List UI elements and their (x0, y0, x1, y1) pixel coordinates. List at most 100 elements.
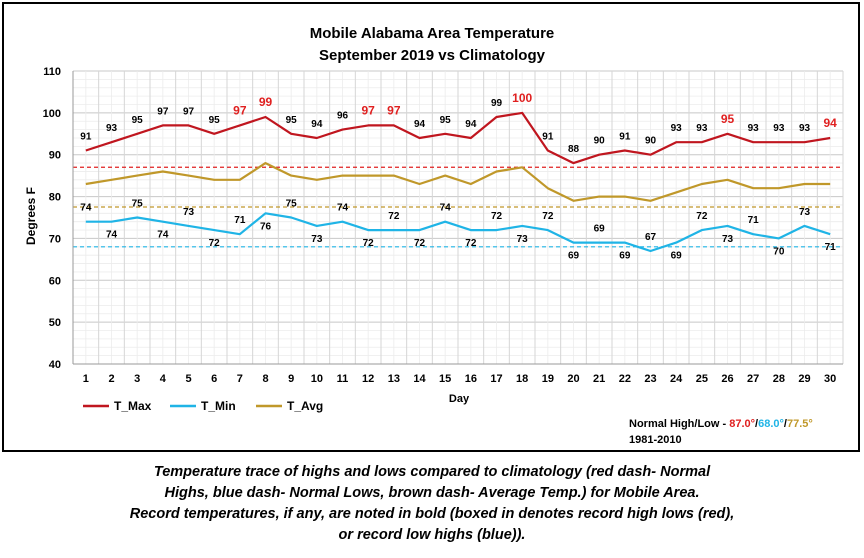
x-tick-label: 7 (237, 373, 243, 385)
x-tick-label: 29 (798, 373, 810, 385)
x-tick-label: 15 (439, 373, 451, 385)
tmin-data-label: 74 (106, 230, 118, 241)
tmin-data-label: 73 (799, 207, 811, 218)
x-tick-label: 2 (108, 373, 114, 385)
tmin-data-label: 71 (234, 215, 246, 226)
x-tick-label: 16 (465, 373, 477, 385)
legend-label-t-avg: T_Avg (287, 399, 323, 413)
tmax-data-label: 90 (645, 136, 657, 147)
tmin-data-label: 69 (568, 251, 580, 262)
tmax-data-label: 97 (183, 106, 195, 117)
tmin-data-label: 71 (748, 215, 760, 226)
tmin-data-label: 75 (286, 199, 298, 210)
tmin-data-label: 72 (388, 211, 400, 222)
tmin-data-label: 75 (132, 199, 144, 210)
tmin-data-label: 74 (337, 203, 349, 214)
x-tick-label: 30 (824, 373, 836, 385)
x-tick-label: 24 (670, 373, 683, 385)
tmax-data-label: 95 (132, 115, 144, 126)
tmin-data-label: 69 (594, 224, 606, 235)
tmin-data-label: 72 (414, 238, 426, 249)
y-axis-title: Degrees F (24, 187, 38, 245)
tmax-data-label: 99 (491, 98, 503, 109)
tmax-data-label: 93 (799, 123, 811, 134)
tmin-data-label: 74 (440, 203, 452, 214)
tmax-data-label: 91 (619, 132, 631, 143)
tmax-record-label: 100 (512, 91, 532, 105)
x-tick-label: 14 (413, 373, 426, 385)
tmax-data-label: 97 (157, 106, 169, 117)
normals-text: Normal High/Low - 87.0°/68.0°/77.5° (629, 418, 813, 430)
figure-caption: Temperature trace of highs and lows comp… (0, 462, 864, 546)
tmax-data-label: 95 (440, 115, 452, 126)
tmin-data-label: 72 (363, 238, 375, 249)
tmin-data-label: 69 (671, 251, 683, 262)
normals-prefix: Normal High/Low - (629, 418, 729, 430)
tmin-data-label: 76 (260, 221, 272, 232)
x-tick-label: 1 (83, 373, 89, 385)
tmax-data-label: 93 (671, 123, 683, 134)
y-tick-label: 110 (43, 66, 61, 78)
x-tick-label: 23 (644, 373, 656, 385)
y-tick-label: 40 (49, 359, 61, 371)
normal-low-value: 68.0° (758, 418, 784, 430)
x-tick-label: 10 (311, 373, 323, 385)
x-tick-label: 20 (567, 373, 579, 385)
normal-avg-value: 77.5° (787, 418, 813, 430)
tmax-record-label: 97 (387, 103, 401, 117)
x-tick-label: 21 (593, 373, 605, 385)
x-tick-label: 13 (388, 373, 400, 385)
tmax-data-label: 93 (696, 123, 708, 134)
tmin-data-label: 72 (209, 238, 221, 249)
tmin-data-label: 73 (722, 234, 734, 245)
tmin-data-label: 72 (696, 211, 708, 222)
series-line-t-avg (85, 162, 831, 202)
caption-line-3: Record temperatures, if any, are noted i… (129, 506, 735, 522)
tmax-data-label: 94 (465, 119, 477, 130)
tmin-data-label: 73 (311, 234, 323, 245)
series-line-t-min (85, 212, 831, 253)
normals-period: 1981-2010 (629, 434, 682, 446)
tmin-data-label: 69 (619, 251, 631, 262)
x-tick-label: 25 (696, 373, 708, 385)
x-tick-label: 6 (211, 373, 217, 385)
legend-label-t-min: T_Min (201, 399, 236, 413)
tmax-data-label: 93 (773, 123, 785, 134)
tmax-data-label: 88 (568, 144, 580, 155)
tmax-data-label: 91 (542, 132, 554, 143)
legend: T_Max T_Min T_Avg (83, 399, 323, 413)
tmax-record-label: 94 (823, 116, 837, 130)
x-tick-label: 18 (516, 373, 528, 385)
y-tick-label: 60 (49, 275, 61, 287)
x-tick-label: 12 (362, 373, 374, 385)
caption-line-1: Temperature trace of highs and lows comp… (153, 464, 711, 480)
tmin-data-label: 73 (517, 234, 529, 245)
tmin-data-label: 72 (465, 238, 477, 249)
tmax-data-label: 96 (337, 111, 349, 122)
tmin-data-label: 71 (825, 242, 837, 253)
normal-lines (73, 166, 843, 248)
tmin-data-label: 70 (773, 246, 785, 257)
x-tick-label: 19 (542, 373, 554, 385)
series-lines (85, 111, 831, 253)
y-tick-label: 70 (49, 233, 61, 245)
tmax-data-label: 93 (748, 123, 760, 134)
y-tick-label: 90 (49, 150, 61, 162)
caption-line-4: or record low highs (blue)). (338, 527, 526, 543)
tmax-record-label: 97 (233, 103, 247, 117)
caption-line-2: Highs, blue dash- Normal Lows, brown das… (164, 485, 700, 501)
tmax-data-label: 95 (209, 115, 221, 126)
y-tick-label: 100 (43, 108, 61, 120)
x-tick-label: 27 (747, 373, 759, 385)
tmax-data-label: 94 (311, 119, 323, 130)
x-tick-label: 26 (721, 373, 733, 385)
x-tick-label: 17 (490, 373, 502, 385)
normal-high-value: 87.0° (729, 418, 755, 430)
tmax-record-label: 95 (721, 112, 735, 126)
tmax-record-label: 99 (259, 95, 273, 109)
x-tick-label: 3 (134, 373, 140, 385)
x-tick-label: 8 (262, 373, 268, 385)
tmax-record-label: 97 (361, 103, 375, 117)
tmax-data-label: 90 (594, 136, 606, 147)
